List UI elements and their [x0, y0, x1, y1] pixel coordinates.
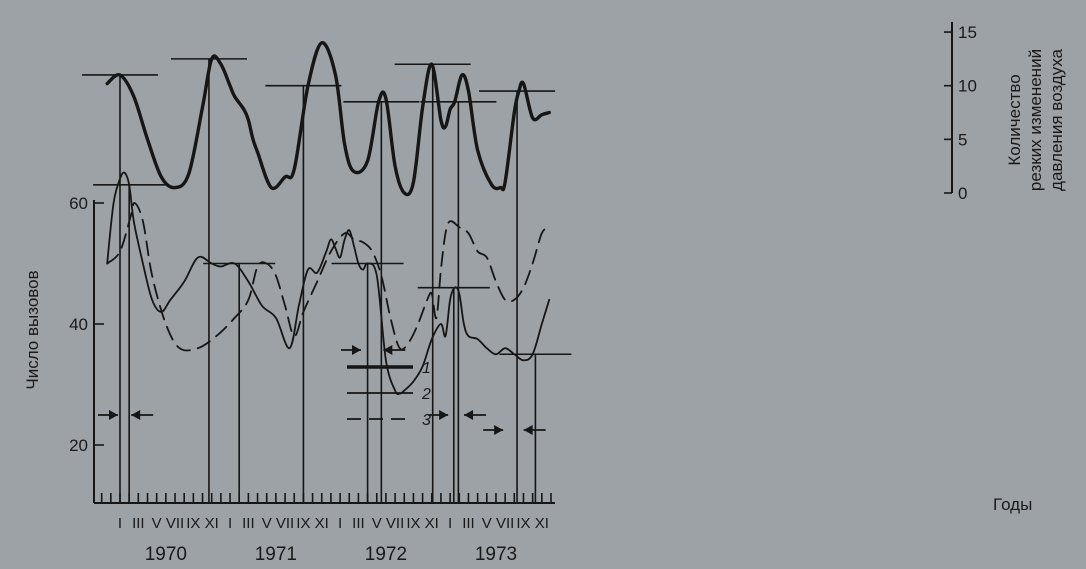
month-label: VII	[166, 515, 184, 532]
right-axis-title: Количество резких изменений давления возду…	[1005, 49, 1066, 192]
month-label: XI	[205, 515, 219, 532]
legend-label-2: 2	[421, 386, 431, 403]
series-lines	[105, 41, 551, 396]
month-label: III	[352, 515, 365, 532]
left-axis-title: Число вызовов	[23, 270, 42, 389]
month-label: III	[132, 515, 145, 532]
lag-arrow	[98, 410, 154, 420]
legend-label-1: 1	[422, 360, 431, 377]
month-label: III	[242, 515, 255, 532]
left-tick-label: 60	[69, 194, 88, 213]
month-label: VII	[276, 515, 294, 532]
month-label: XI	[425, 515, 439, 532]
month-label: V	[152, 515, 162, 532]
month-label: I	[448, 515, 452, 532]
legend-label-3: 3	[422, 412, 431, 429]
month-label: IX	[516, 515, 530, 532]
right-tick-label: 10	[958, 77, 977, 96]
right-axis-title-line: Количество	[1005, 74, 1024, 165]
year-label: 1970	[145, 544, 187, 565]
legend: 1 2 3	[347, 360, 431, 429]
month-label: I	[338, 515, 342, 532]
x-axis-title: Годы	[993, 495, 1032, 514]
right-tick-label: 15	[958, 23, 977, 42]
peak-markers	[82, 58, 572, 503]
year-label: 1972	[365, 544, 407, 565]
series-line-3	[106, 202, 551, 352]
month-label: IX	[296, 515, 310, 532]
right-axis-title-line: давления воздуха	[1047, 49, 1066, 191]
lag-arrow	[483, 425, 546, 435]
month-label: I	[228, 515, 232, 532]
month-label: V	[372, 515, 382, 532]
month-label: XI	[535, 515, 549, 532]
month-label: VII	[386, 515, 404, 532]
month-label: IX	[186, 515, 200, 532]
series-line-2	[106, 171, 551, 396]
series-line-1	[105, 41, 551, 197]
axes	[93, 22, 953, 504]
month-label: V	[262, 515, 272, 532]
right-axis-title-line: резких изменений	[1026, 49, 1045, 191]
year-label: 1971	[255, 544, 297, 565]
month-label: III	[462, 515, 475, 532]
left-tick-label: 40	[69, 315, 88, 334]
right-tick-label: 5	[958, 130, 967, 149]
lag-arrow	[341, 345, 406, 355]
left-tick-label: 20	[69, 436, 88, 455]
month-label: I	[118, 515, 122, 532]
month-label: XI	[315, 515, 329, 532]
lag-arrow	[428, 410, 487, 420]
right-axis-title-text: Количество резких изменений давления возду…	[1005, 49, 1066, 192]
month-label: IX	[406, 515, 420, 532]
year-label: 1973	[475, 544, 517, 565]
month-label: VII	[496, 515, 514, 532]
month-label: V	[482, 515, 492, 532]
right-tick-label: 0	[958, 184, 967, 203]
